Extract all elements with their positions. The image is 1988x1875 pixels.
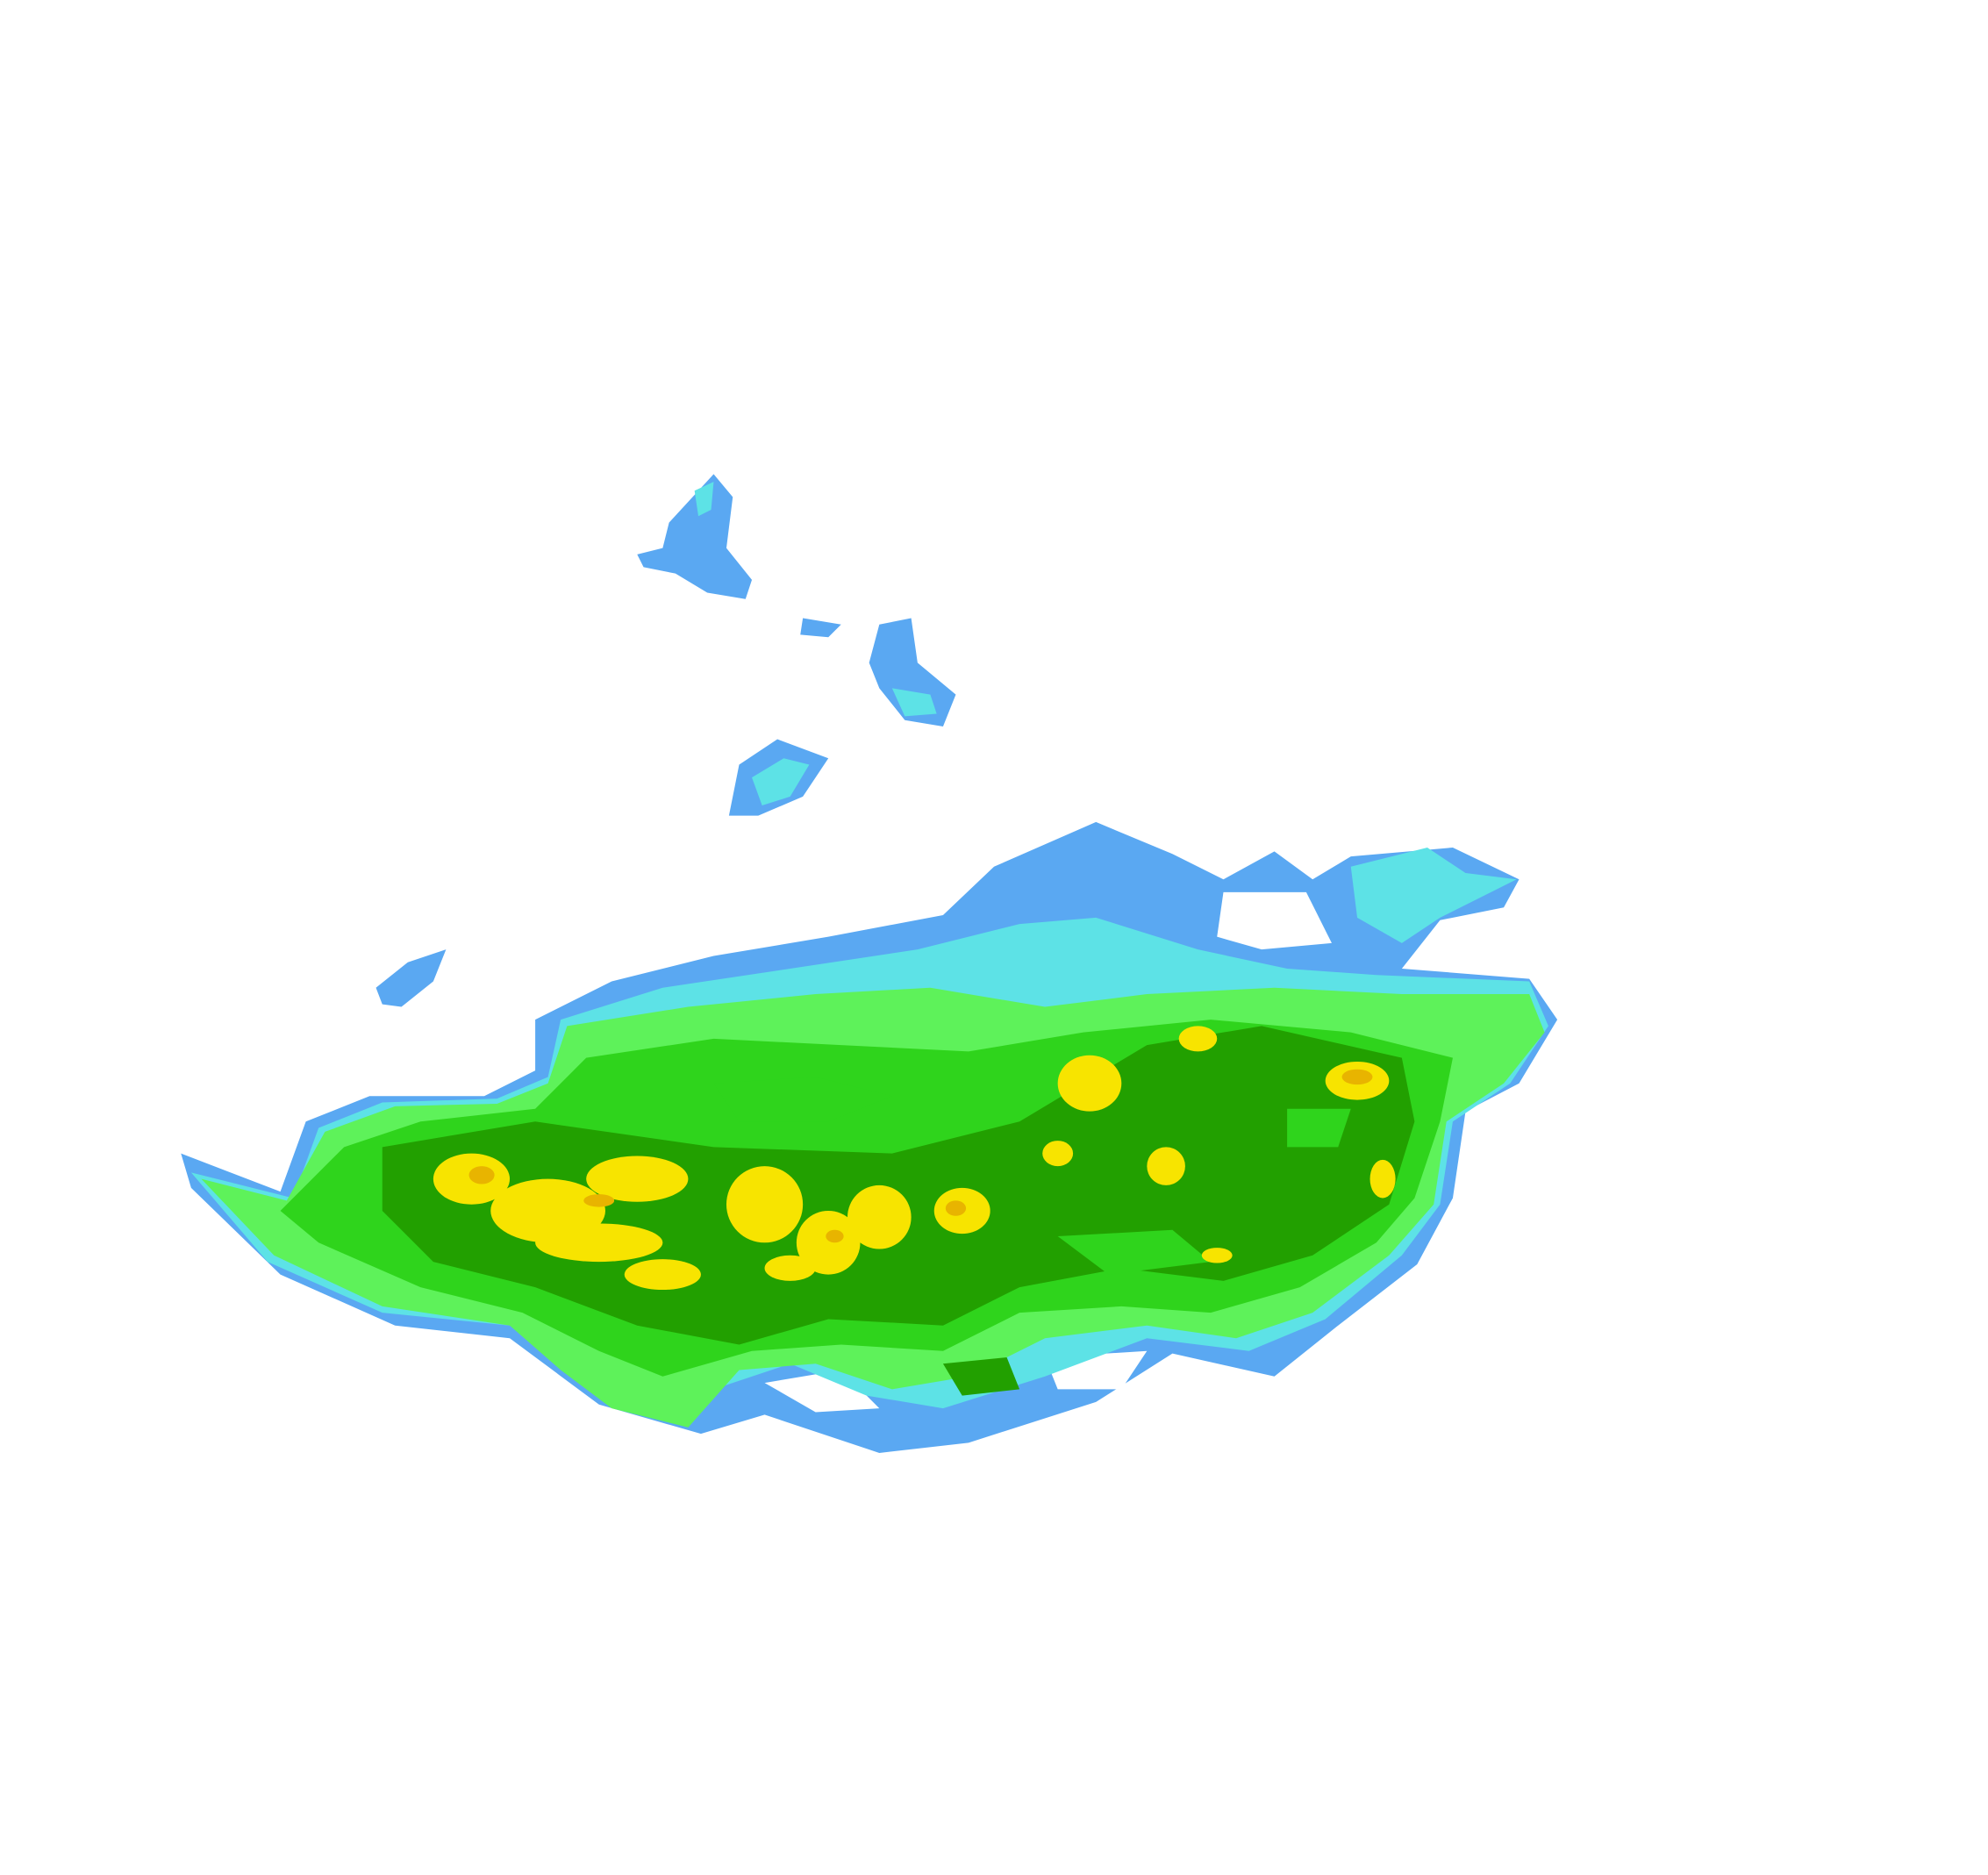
echo-orange [468, 1069, 1373, 1243]
northern-cyan-echoes [694, 482, 937, 806]
echo-yellow [433, 1026, 1396, 1291]
echo-cyan-north [1350, 847, 1517, 943]
northern-scattered-echoes [375, 474, 956, 1007]
